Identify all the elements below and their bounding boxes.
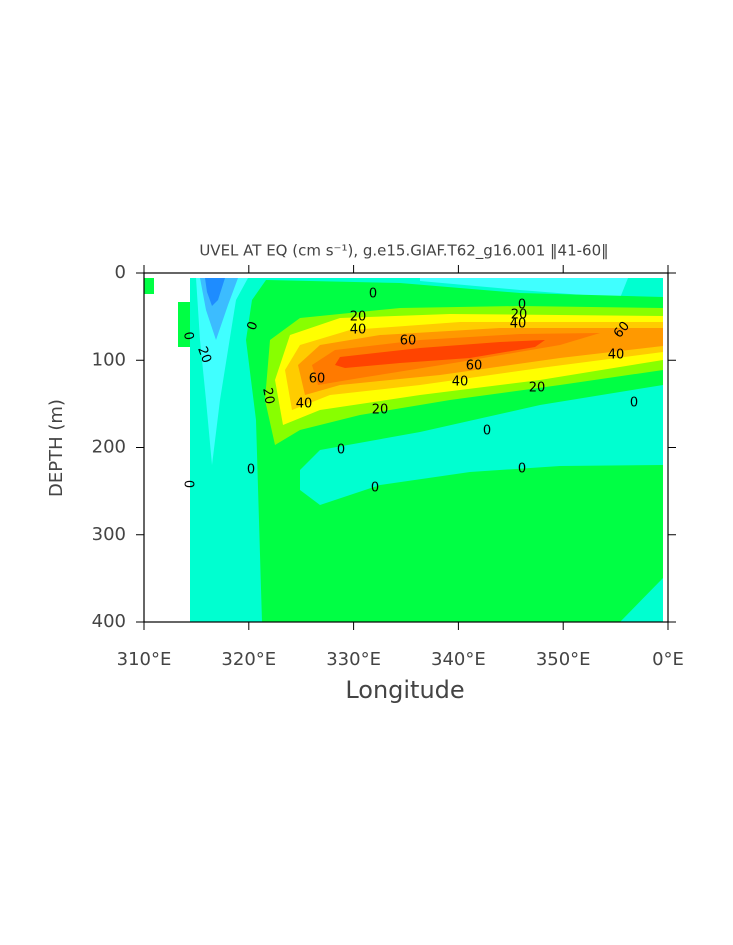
contour-label: 0 bbox=[181, 480, 196, 488]
contour-label: 20 bbox=[194, 345, 214, 366]
contour-fills bbox=[144, 278, 663, 622]
x-axis-label: Longitude bbox=[345, 676, 464, 704]
y-tick-label: 300 bbox=[92, 524, 126, 545]
contour-labels: 0 0 20 40 0 20 40 60 60 20 0 60 60 40 40… bbox=[180, 287, 638, 496]
contour-label: 40 bbox=[510, 317, 527, 332]
y-tick-label: 0 bbox=[115, 262, 126, 283]
chart-title: UVEL AT EQ (cm s⁻¹), g.e15.GIAF.T62_g16.… bbox=[199, 242, 608, 261]
contour-label: 40 bbox=[452, 375, 469, 390]
x-tick-label: 350°E bbox=[536, 649, 591, 670]
y-axis-label: DEPTH (m) bbox=[46, 399, 67, 497]
y-tick-label: 400 bbox=[92, 611, 126, 632]
contour-band bbox=[300, 385, 663, 505]
contour-label: 0 bbox=[518, 462, 526, 477]
contour-label: 20 bbox=[529, 381, 546, 396]
y-tick-label: 100 bbox=[92, 349, 126, 370]
contour-band bbox=[335, 340, 545, 368]
contour-label: 20 bbox=[372, 403, 389, 418]
contour-label: 40 bbox=[350, 323, 367, 338]
contour-label: 0 bbox=[630, 396, 638, 411]
contour-band bbox=[205, 278, 225, 306]
contour-label: 60 bbox=[400, 334, 417, 349]
contour-band bbox=[144, 278, 154, 294]
x-tick-label: 320°E bbox=[221, 649, 276, 670]
contour-label: 40 bbox=[608, 348, 625, 363]
x-tick-label: 310°E bbox=[117, 649, 172, 670]
contour-label: 0 bbox=[247, 463, 255, 478]
contour-label: 0 bbox=[369, 287, 377, 302]
contour-band bbox=[196, 278, 248, 465]
x-tick-label: 340°E bbox=[431, 649, 486, 670]
contour-label: 60 bbox=[466, 359, 483, 374]
y-tick-label: 200 bbox=[92, 437, 126, 458]
contour-label: 0 bbox=[518, 298, 526, 313]
contour-band bbox=[178, 302, 190, 347]
contour-label: 40 bbox=[296, 397, 313, 412]
contour-label: 0 bbox=[337, 443, 345, 458]
contour-label: 60 bbox=[309, 372, 326, 387]
contour-label: 20 bbox=[350, 310, 367, 325]
contour-label: 0 bbox=[180, 331, 196, 342]
x-tick-label: 330°E bbox=[326, 649, 381, 670]
x-tick-label: 0°E bbox=[652, 649, 684, 670]
contour-label: 0 bbox=[371, 481, 379, 496]
contour-label: 20 bbox=[259, 387, 277, 406]
contour-band bbox=[420, 278, 628, 298]
contour-label: 20 bbox=[511, 308, 528, 323]
contour-label: 0 bbox=[483, 424, 491, 439]
